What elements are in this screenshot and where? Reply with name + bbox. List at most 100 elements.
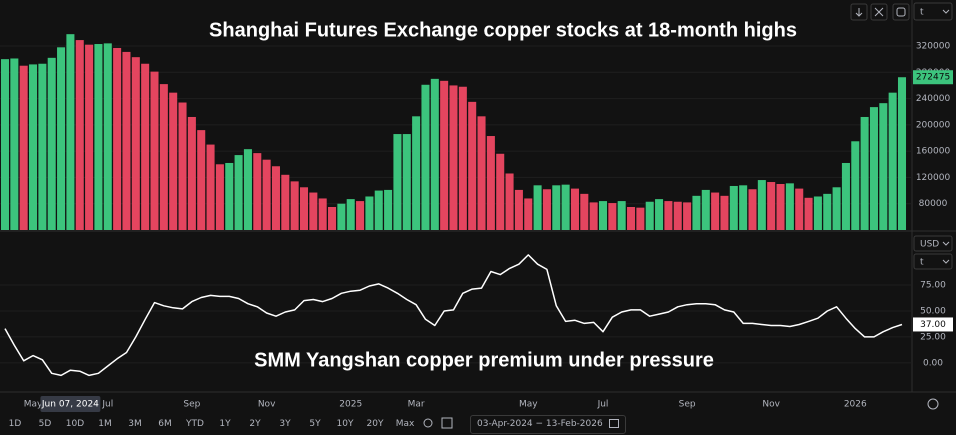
chart: t USD t 80000120000160000200000240000280… [0, 0, 956, 412]
last-value-box [913, 70, 953, 85]
date-range[interactable]: 03-Apr-2024 − 13-Feb-2026 [470, 414, 626, 434]
unit-label: t [920, 8, 924, 18]
bar [776, 184, 785, 230]
bar [739, 185, 748, 230]
bar [384, 189, 393, 230]
range-button[interactable]: 1Y [219, 419, 231, 429]
bar [673, 201, 682, 230]
chart-title: SMM Yangshan copper premium under pressu… [254, 349, 714, 371]
y-tick-label: 80000 [919, 199, 948, 209]
bar [374, 190, 383, 230]
x-tick-label: Nov [762, 400, 780, 410]
unit-dropdown[interactable] [913, 2, 953, 21]
toolbar: 1D 5D 10D 1M 3M 6M YTD 1Y 2Y 3Y 5Y 10Y 20Y Max 03-Apr-… [0, 414, 626, 434]
top-buttons[interactable] [850, 2, 953, 21]
bar [860, 116, 869, 230]
bar [757, 180, 766, 230]
bar [197, 130, 206, 230]
bar [38, 63, 47, 230]
bar [458, 86, 467, 230]
bar [664, 201, 673, 230]
bar [159, 84, 168, 230]
button[interactable] [892, 3, 910, 21]
bar [262, 159, 271, 230]
bar [150, 71, 159, 230]
x-tick-label: Nov [258, 400, 276, 410]
bar [552, 185, 561, 230]
bar [281, 174, 290, 230]
bar [729, 185, 738, 230]
bar [748, 189, 757, 230]
chevron [942, 259, 950, 264]
bar [169, 92, 178, 231]
range-button[interactable]: 5D [38, 419, 52, 429]
crosshair-box [40, 396, 101, 412]
bar [393, 134, 402, 230]
bar [767, 182, 776, 230]
gear-icon[interactable] [423, 418, 433, 427]
bar [617, 201, 626, 230]
x-tick-label: May [519, 400, 538, 410]
bar [897, 77, 907, 230]
range-button[interactable]: 5Y [309, 419, 321, 429]
bar [598, 201, 608, 230]
bar [701, 189, 710, 230]
bar [253, 153, 262, 230]
bar [365, 196, 374, 230]
range-button[interactable]: 1D [8, 419, 22, 429]
x-tick-label: Jul [597, 400, 609, 410]
bar [851, 141, 860, 230]
bar [421, 84, 430, 231]
bar [645, 201, 654, 230]
currency-dropdown[interactable] [913, 235, 953, 252]
y-tick-label: 25.00 [920, 332, 946, 342]
y-tick-label: 0.00 [923, 358, 943, 368]
bar [869, 107, 878, 230]
bar [0, 59, 10, 231]
button[interactable] [850, 3, 868, 21]
range-button[interactable]: 10D [65, 419, 85, 429]
range-button[interactable]: 1M [98, 419, 112, 429]
range-button[interactable]: 10Y [336, 419, 354, 429]
last-value-box [913, 317, 953, 332]
x-tick-label: May [24, 400, 43, 410]
range-button[interactable]: 3Y [279, 419, 291, 429]
button[interactable] [870, 3, 888, 21]
bar [234, 155, 243, 230]
chevron [942, 9, 950, 14]
icons [423, 417, 453, 428]
bar [346, 199, 355, 230]
bar [879, 103, 888, 230]
range-button[interactable]: 2Y [249, 419, 261, 429]
range-button[interactable]: 3M [128, 419, 142, 429]
table-icon[interactable] [441, 417, 453, 428]
bar [215, 164, 224, 230]
bar [580, 193, 589, 230]
unit-dropdown[interactable] [913, 253, 953, 270]
x-tick-label: Jul [101, 400, 113, 410]
date-range-text: 03-Apr-2024 − 13-Feb-2026 [477, 419, 603, 429]
bar [402, 134, 411, 230]
range-button[interactable]: Max [395, 419, 415, 429]
range-button[interactable]: 6M [158, 419, 172, 429]
bar [47, 57, 56, 231]
chart-title: Shanghai Futures Exchange copper stocks … [209, 19, 797, 41]
bar [412, 116, 421, 230]
range-button[interactable]: 20Y [366, 419, 384, 429]
bar [477, 116, 486, 230]
bar [103, 43, 112, 230]
bar [10, 58, 19, 230]
bar [832, 187, 841, 230]
chevron [942, 241, 950, 246]
icon [896, 7, 906, 17]
bar [225, 162, 234, 230]
range-button[interactable]: YTD [186, 419, 204, 429]
bar [290, 181, 299, 230]
bar [94, 44, 103, 231]
settings-icon[interactable] [927, 398, 939, 410]
bar [309, 192, 318, 230]
bar [271, 166, 280, 230]
bar [122, 51, 131, 230]
bar [561, 184, 570, 230]
